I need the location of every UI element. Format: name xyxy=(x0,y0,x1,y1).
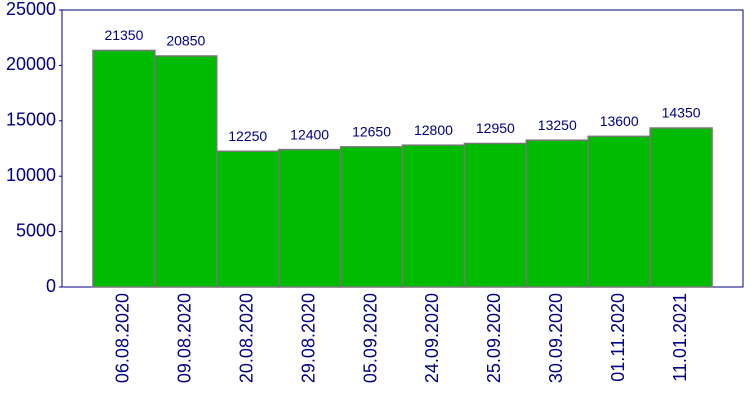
bar xyxy=(92,49,156,288)
bar xyxy=(216,150,280,288)
bar xyxy=(277,148,342,288)
y-tick-label: 15000 xyxy=(6,110,56,130)
x-tick-label: 30.09.2020 xyxy=(546,293,566,383)
y-tick-label: 0 xyxy=(46,276,56,296)
bar xyxy=(401,144,466,288)
x-tick-label: 11.01.2021 xyxy=(670,293,690,382)
value-label: 14350 xyxy=(662,105,701,121)
value-label: 12250 xyxy=(228,128,267,144)
value-label: 20850 xyxy=(166,33,205,49)
x-tick-label: 29.08.2020 xyxy=(298,293,318,383)
x-tick-label: 25.09.2020 xyxy=(484,293,504,383)
x-tick-label: 01.11.2020 xyxy=(608,293,628,382)
bar xyxy=(339,146,404,288)
value-label: 12800 xyxy=(414,122,453,138)
value-label: 13600 xyxy=(600,113,639,129)
y-tick-label: 10000 xyxy=(6,165,56,185)
value-label: 21350 xyxy=(104,27,143,43)
bar xyxy=(154,55,218,288)
x-tick-label: 06.08.2020 xyxy=(113,293,133,383)
value-label: 12400 xyxy=(290,126,329,142)
y-tick-label: 20000 xyxy=(6,54,56,74)
bar xyxy=(649,127,713,288)
bar xyxy=(587,135,651,288)
x-tick-label: 24.09.2020 xyxy=(422,293,442,383)
bar xyxy=(463,142,528,288)
value-label: 12650 xyxy=(352,124,391,140)
x-tick-label: 05.09.2020 xyxy=(360,293,380,383)
y-tick-label: 5000 xyxy=(16,220,56,240)
x-tick-label: 09.08.2020 xyxy=(175,293,195,383)
bar xyxy=(525,139,589,288)
y-tick-label: 25000 xyxy=(6,0,56,19)
value-label: 13250 xyxy=(538,117,577,133)
x-tick-label: 20.08.2020 xyxy=(236,293,256,383)
value-label: 12950 xyxy=(476,120,515,136)
